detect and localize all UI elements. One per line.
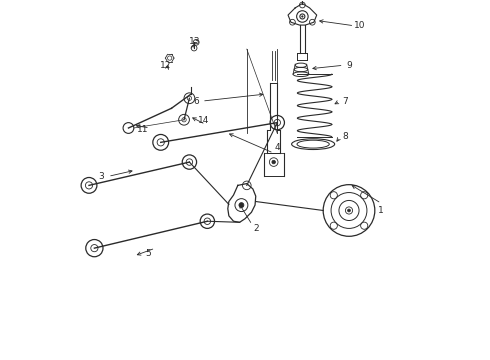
Text: 10: 10 <box>354 21 366 30</box>
Text: 2: 2 <box>253 224 259 233</box>
Text: 11: 11 <box>137 125 148 134</box>
Circle shape <box>347 209 350 212</box>
Text: 5: 5 <box>146 249 151 258</box>
Text: 3: 3 <box>98 172 104 181</box>
Text: 7: 7 <box>343 96 348 105</box>
Text: 9: 9 <box>346 61 352 70</box>
Circle shape <box>302 16 303 17</box>
Circle shape <box>239 203 244 208</box>
Text: 1: 1 <box>378 206 384 215</box>
Text: 8: 8 <box>343 132 348 141</box>
Text: 13: 13 <box>189 37 200 46</box>
Text: 6: 6 <box>194 96 199 105</box>
Text: 4: 4 <box>274 143 280 152</box>
Text: 12: 12 <box>160 61 172 70</box>
Circle shape <box>272 160 275 164</box>
Text: 14: 14 <box>198 116 209 125</box>
